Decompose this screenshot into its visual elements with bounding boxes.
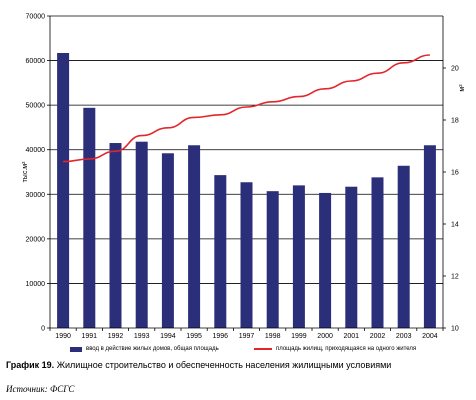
line-series-path [63,54,430,163]
bar [292,185,305,328]
legend-bar-swatch [70,346,82,352]
y2-tick-label: 10 [451,326,459,333]
line-series [63,54,430,163]
chart-caption: График 19. Жилищное строительство и обес… [6,360,446,371]
bar [83,107,96,329]
bar [266,191,279,328]
source-note: Источник: ФСГС [6,384,75,394]
x-tick-label: 1994 [160,333,176,340]
x-tick-label: 1993 [134,333,150,340]
bar [109,143,122,328]
legend-item-bar: ввод в действие жилых домов, общая площа… [70,346,219,352]
y2-tick-label: 18 [451,118,459,125]
x-tick-label: 2003 [396,333,412,340]
y-tick-label: 50000 [26,103,46,110]
caption-label: График 19. [6,360,55,370]
y-tick-label: 60000 [26,58,46,65]
bar [214,175,227,328]
y2-tick-label: 20 [451,66,459,73]
x-tick-label: 2001 [344,333,360,340]
legend: ввод в действие жилых домов, общая площа… [0,346,476,358]
bar [423,145,436,328]
caption-text: Жилищное строительство и обеспеченность … [56,360,392,370]
legend-line-label: площадь жилищ, приходящаяся на одного жи… [276,346,417,352]
bar [188,145,201,328]
x-tick-label: 1992 [108,333,124,340]
y-axis-label: тыс.м² [22,161,29,182]
bar [319,192,332,328]
y2-axis-label: м² [459,84,466,92]
legend-item-line: площадь жилищ, приходящаяся на одного жи… [254,346,416,352]
legend-bar-label: ввод в действие жилых домов, общая площа… [86,346,219,352]
y-tick-label: 30000 [26,192,46,199]
x-tick-label: 2004 [422,333,438,340]
x-tick-label: 1998 [265,333,281,340]
x-tick-label: 1990 [55,333,71,340]
left-axis-ticks: 0 10000 20000 30000 40000 50000 60000 70000 [26,14,50,333]
bar [240,182,253,328]
bar [57,52,70,328]
x-tick-label: 1995 [186,333,202,340]
x-tick-label: 1997 [239,333,255,340]
x-tick-label: 1999 [291,333,307,340]
right-axis-ticks: 10 12 14 16 18 20 [443,66,459,333]
y2-tick-label: 14 [451,222,459,229]
x-tick-label: 1991 [82,333,98,340]
x-tick-label: 1996 [213,333,229,340]
legend-line-swatch [254,348,272,350]
bar [345,186,358,328]
bar-series [57,52,436,329]
y-tick-label: 70000 [26,14,46,21]
y2-tick-label: 16 [451,170,459,177]
x-tick-label: 2002 [370,333,386,340]
y-tick-label: 40000 [26,147,46,154]
bar [135,141,148,328]
y-tick-label: 20000 [26,236,46,243]
y-tick-label: 0 [41,326,45,333]
bar [371,177,384,328]
bar [397,165,410,328]
bar [161,153,174,328]
y-tick-label: 10000 [26,281,46,288]
y2-tick-label: 12 [451,274,459,281]
x-tick-label: 2000 [317,333,333,340]
x-axis-ticks: 1990 1991 1992 1993 1994 1995 1996 1997 1998 1999… [49,328,444,340]
